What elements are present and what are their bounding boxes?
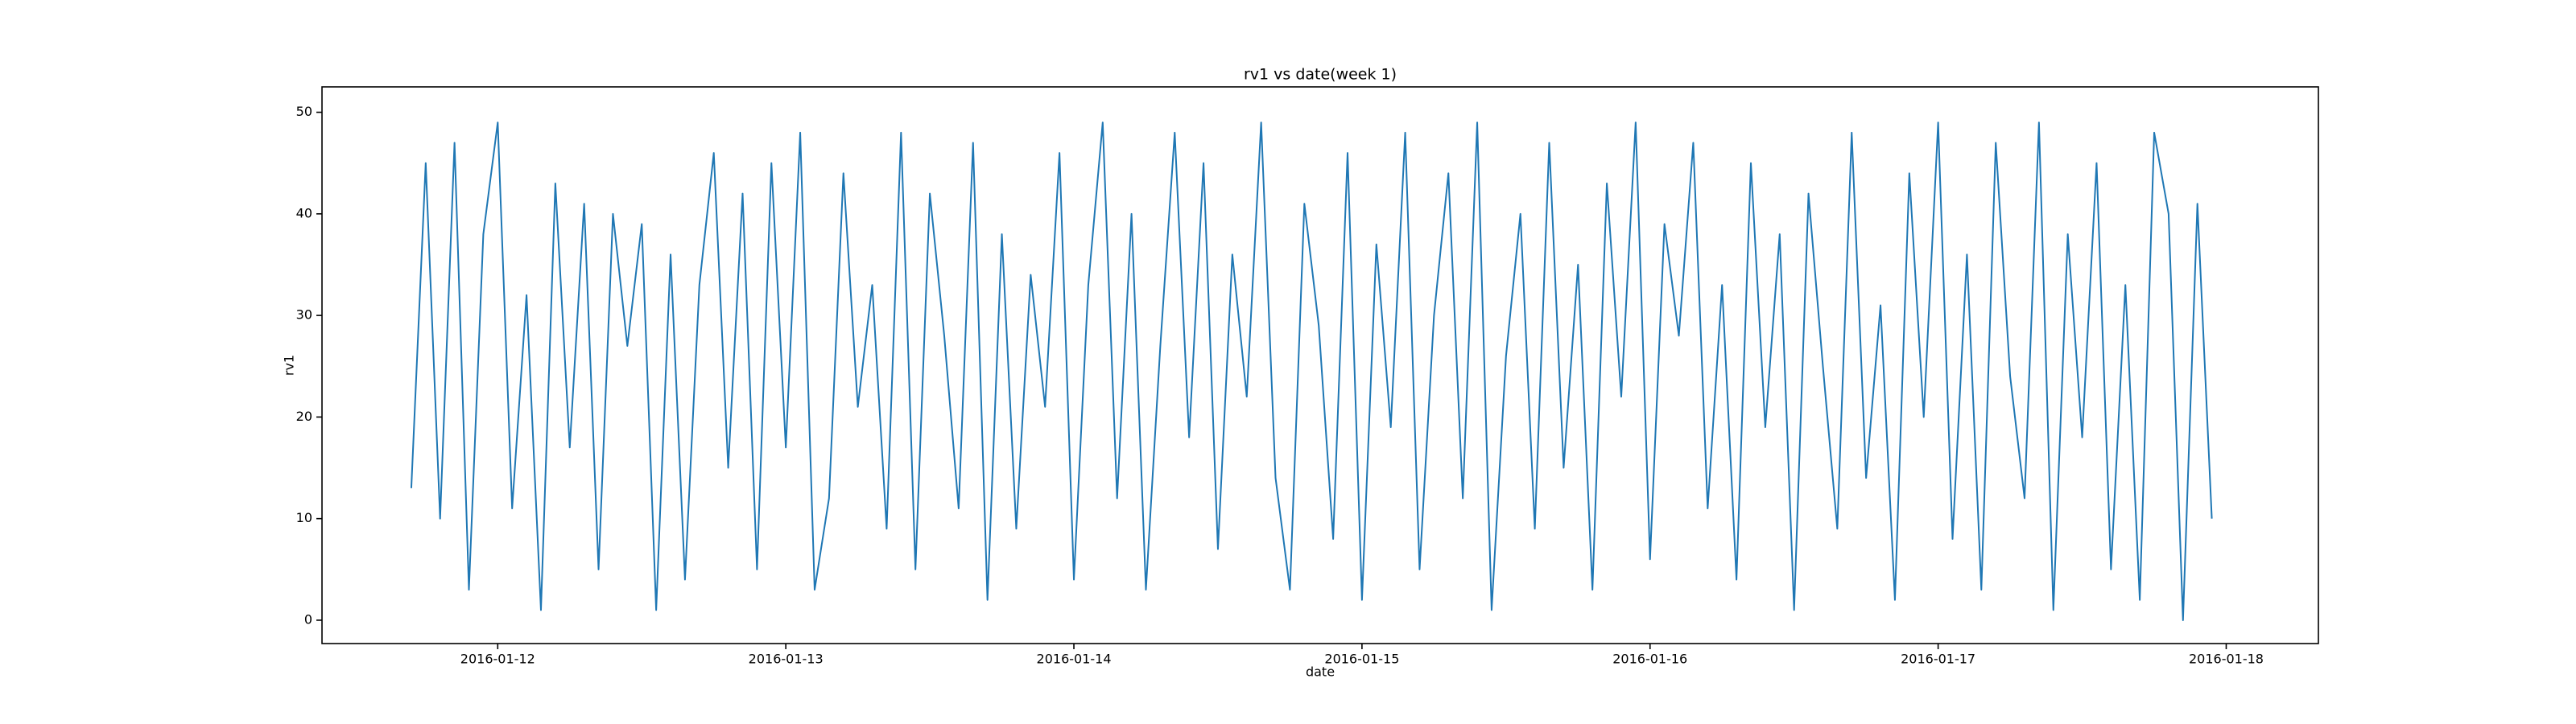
y-tick-label: 10 [296,510,312,525]
x-tick-label: 2016-01-16 [1612,652,1687,667]
y-tick-label: 50 [296,104,312,119]
y-tick-label: 0 [304,611,312,627]
x-tick-label: 2016-01-17 [1901,652,1975,667]
data-line [410,121,2213,621]
y-tick-label: 20 [296,409,312,424]
chart-title: rv1 vs date(week 1) [1244,66,1397,84]
x-axis-label: date [1306,664,1335,680]
x-tick-label: 2016-01-18 [2189,652,2264,667]
x-tick-label: 2016-01-15 [1324,652,1399,667]
y-axis-label: rv1 [282,355,297,376]
x-tick-label: 2016-01-13 [749,652,824,667]
y-tick-label: 30 [296,307,312,323]
y-tick-label: 40 [296,205,312,220]
x-tick-label: 2016-01-12 [460,652,535,667]
plot-frame [321,86,2319,644]
x-tick-label: 2016-01-14 [1037,652,1112,667]
